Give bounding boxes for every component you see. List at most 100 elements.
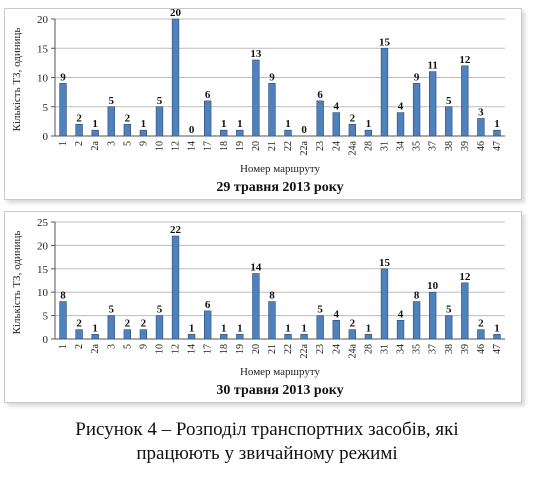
bar [155, 315, 164, 340]
data-label: 5 [317, 304, 323, 316]
bar [59, 301, 67, 340]
chart-panel-may-30: 0 5 10 15 20 25 8 1 2 2 1 2a 5 3 2 5 2 9 5 10 22 12 1 14 6 17 1 18 1… [4, 211, 522, 403]
bar [139, 129, 148, 137]
bar [284, 129, 292, 137]
bar [316, 100, 324, 137]
x-tick-label: 20 [251, 141, 262, 151]
data-label: 1 [366, 322, 372, 334]
x-tick-label: 14 [187, 344, 198, 354]
bar [445, 106, 453, 137]
bar [412, 83, 421, 137]
x-tick-label: 22a [299, 343, 310, 358]
x-tick-label: 12 [171, 344, 182, 354]
x-tick-label: 47 [492, 141, 503, 151]
x-tick-label: 3 [106, 141, 117, 146]
x-tick-label: 35 [412, 141, 423, 151]
x-tick-label: 37 [428, 141, 439, 151]
y-tick-label: 10 [37, 287, 49, 299]
y-tick-label: 15 [37, 264, 49, 276]
chart-panel-may-29: 0 5 10 15 20 9 1 2 2 1 2a 5 3 2 5 1 9 5 10 20 12 0 14 6 17 1 18 1 19… [4, 7, 522, 200]
data-label: 4 [398, 101, 404, 113]
caption-line-2: працюють у звичайному режимі [136, 443, 398, 464]
bar [445, 315, 453, 340]
bar [75, 329, 83, 340]
bar [123, 329, 131, 340]
bar [220, 334, 228, 340]
bar [316, 315, 324, 340]
bar [204, 310, 212, 340]
x-tick-label: 19 [235, 344, 246, 354]
data-label: 15 [379, 257, 391, 269]
bar [380, 47, 389, 137]
x-tick-label: 5 [122, 141, 133, 146]
data-label: 1 [141, 118, 147, 130]
data-label: 5 [446, 95, 452, 107]
bar [364, 129, 373, 137]
x-tick-label: 23 [315, 141, 326, 151]
x-tick-label: 34 [396, 344, 407, 354]
x-tick-label: 18 [219, 344, 230, 354]
bar [477, 118, 485, 137]
bar [171, 18, 180, 137]
x-tick-label: 22a [299, 140, 310, 155]
data-label: 2 [125, 318, 131, 330]
data-label: 1 [92, 322, 98, 334]
y-axis-label: Кількість ТЗ, одиниць [11, 28, 23, 132]
y-tick-label: 15 [37, 43, 49, 55]
x-tick-label: 10 [154, 141, 165, 151]
data-label: 15 [379, 36, 391, 48]
x-tick-label: 9 [138, 344, 149, 349]
bar [236, 129, 244, 137]
x-tick-label: 10 [154, 344, 165, 354]
x-axis-label: Номер маршруту [240, 163, 321, 175]
bar [461, 65, 469, 137]
x-tick-label: 3 [106, 344, 117, 349]
data-label: 1 [301, 322, 307, 334]
bar [75, 124, 83, 137]
data-label: 1 [221, 322, 227, 334]
y-tick-label: 0 [43, 131, 49, 143]
x-tick-label: 46 [476, 344, 487, 354]
bar [396, 319, 405, 340]
y-axis-label: Кількість ТЗ, одиниць [11, 231, 23, 335]
bar [107, 106, 115, 137]
x-tick-label: 22 [283, 141, 294, 151]
y-tick-label: 0 [43, 334, 49, 346]
data-label: 2 [350, 112, 356, 124]
data-label: 1 [494, 322, 500, 334]
x-tick-label: 23 [315, 344, 326, 354]
data-label: 4 [334, 101, 340, 113]
y-tick-label: 5 [43, 102, 49, 114]
data-label: 1 [92, 118, 98, 130]
bar [236, 334, 244, 340]
data-label: 1 [237, 322, 243, 334]
bar [429, 71, 437, 137]
bar [91, 334, 99, 340]
data-label: 4 [334, 308, 340, 320]
bar [332, 112, 340, 137]
y-tick-label: 25 [37, 217, 49, 229]
x-tick-label: 28 [363, 344, 374, 354]
x-tick-label: 35 [412, 344, 423, 354]
bar [123, 124, 131, 137]
x-tick-label: 21 [267, 141, 278, 151]
data-label: 2 [478, 318, 484, 330]
x-tick-label: 24a [347, 343, 358, 358]
bar [284, 334, 292, 340]
bar [380, 268, 389, 340]
y-tick-label: 5 [43, 311, 49, 323]
bar [332, 319, 340, 340]
data-label: 12 [459, 271, 471, 283]
data-label: 9 [414, 71, 420, 83]
bar [107, 315, 115, 340]
y-tick-label: 20 [37, 14, 49, 26]
x-tick-label: 2 [74, 141, 85, 146]
data-label: 2 [76, 112, 82, 124]
x-tick-label: 17 [203, 344, 214, 354]
x-tick-label: 24 [331, 141, 342, 151]
bar [268, 301, 276, 340]
data-label: 2 [125, 112, 131, 124]
x-tick-label: 37 [428, 344, 439, 354]
bar [139, 329, 148, 340]
